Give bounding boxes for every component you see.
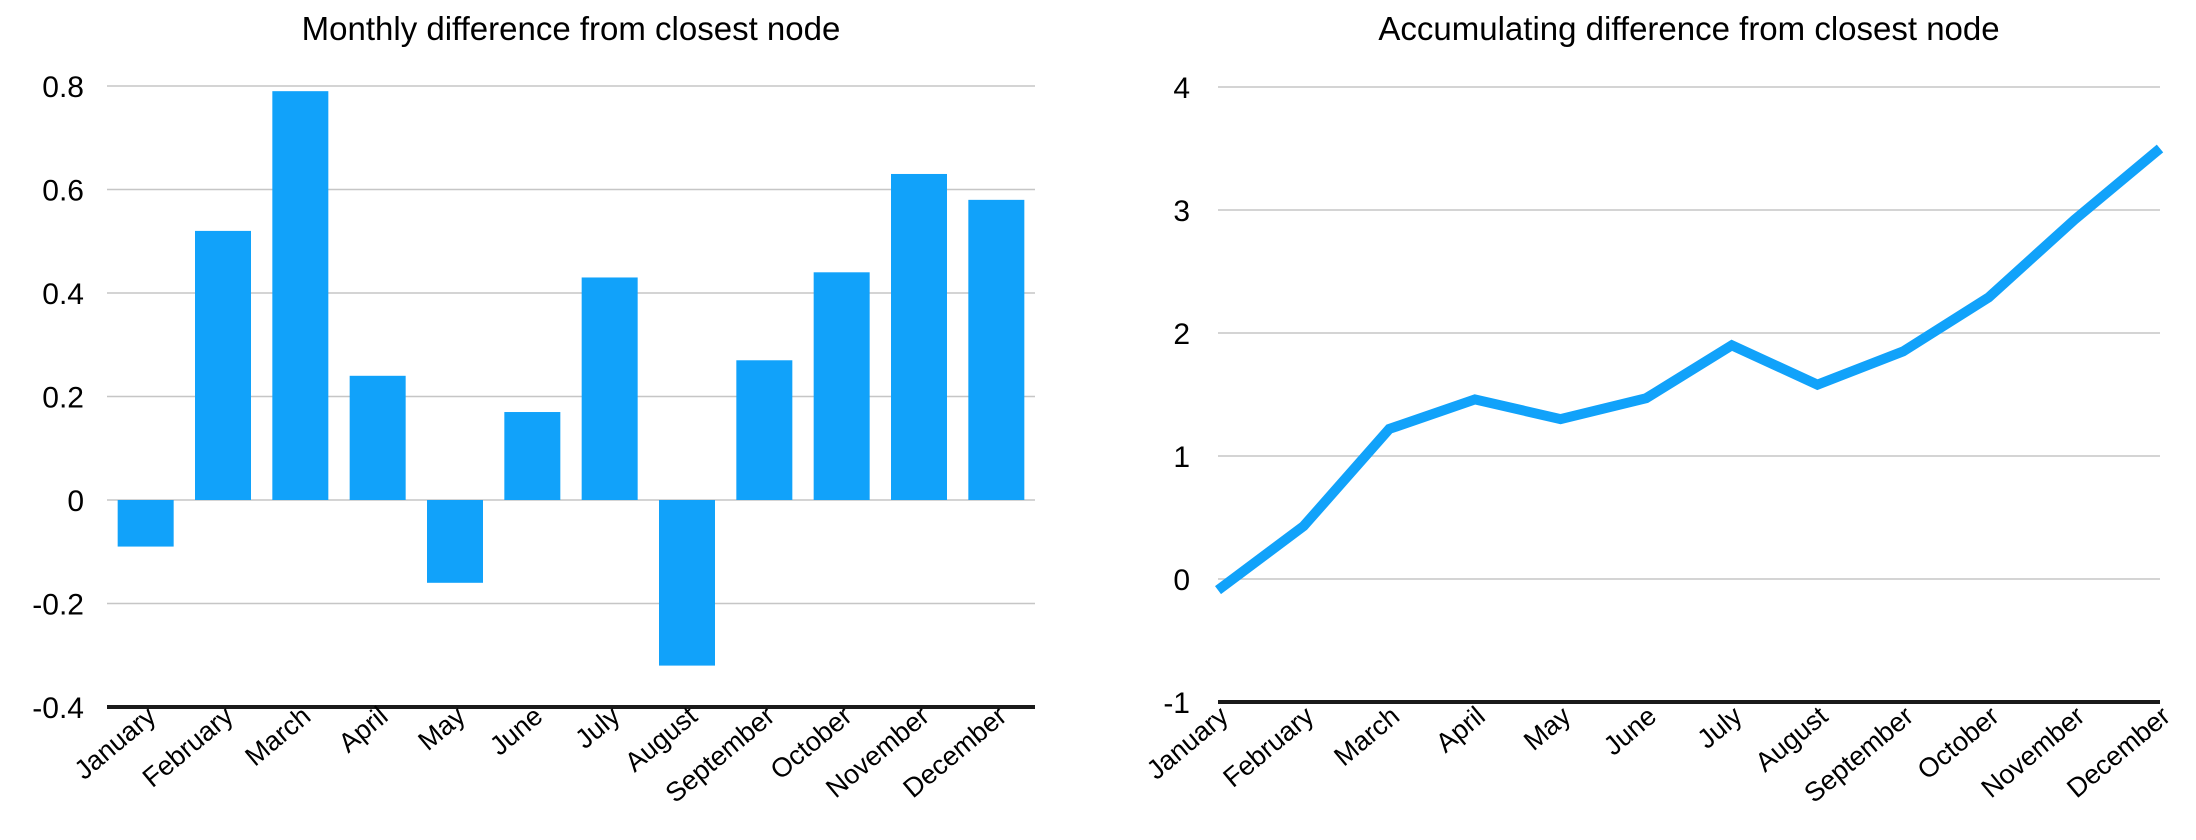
y-tick-label: 0.4 xyxy=(42,278,84,311)
chart-title: Monthly difference from closest node xyxy=(302,10,841,47)
y-tick-label: 0.2 xyxy=(42,382,84,415)
bar-december xyxy=(968,199,1025,500)
x-tick-label-june: June xyxy=(484,701,548,762)
x-tick-label-march: March xyxy=(239,701,316,772)
line-chart-accumulating-difference: 4 3 2 1 0 -1 January February March April May June J… xyxy=(1080,0,2196,840)
x-tick-label-february: February xyxy=(1217,700,1319,793)
bar-march xyxy=(272,91,329,501)
bar-november xyxy=(891,173,947,500)
y-tick-label: -0.4 xyxy=(32,692,84,725)
y-tick-label: -0.2 xyxy=(32,589,84,622)
x-tick-label-may: May xyxy=(1518,700,1577,756)
y-tick-label: 4 xyxy=(1173,72,1190,105)
bar-chart-monthly-difference: 0.8 0.6 0.4 0.2 0 -0.2 -0.4 January February Marc… xyxy=(0,0,1080,840)
bar-july xyxy=(581,277,638,500)
y-tick-label: 3 xyxy=(1173,195,1190,228)
y-tick-label: 0 xyxy=(67,485,84,518)
bar-january xyxy=(117,500,174,547)
accumulating-line xyxy=(1215,144,2164,595)
y-tick-label: 0 xyxy=(1173,564,1190,597)
x-tick-label-june: June xyxy=(1598,701,1662,762)
y-tick-label: 0.8 xyxy=(42,71,84,104)
bar-october xyxy=(813,272,870,500)
bar-june xyxy=(504,412,561,500)
y-tick-label: -1 xyxy=(1163,687,1190,720)
bar-august xyxy=(659,500,715,666)
bar-april xyxy=(349,375,406,500)
x-tick-label-july: July xyxy=(1692,700,1748,754)
x-tick-label-april: April xyxy=(333,701,394,759)
y-tick-label: 1 xyxy=(1173,441,1190,474)
bar-september xyxy=(736,360,793,500)
bar-february xyxy=(195,230,251,500)
y-tick-label: 0.6 xyxy=(42,175,84,208)
bar-may xyxy=(427,500,483,583)
chart-title: Accumulating difference from closest nod… xyxy=(1378,10,1999,47)
x-tick-label-march: March xyxy=(1328,701,1405,772)
x-tick-label-april: April xyxy=(1430,701,1491,759)
y-tick-label: 2 xyxy=(1173,318,1190,351)
